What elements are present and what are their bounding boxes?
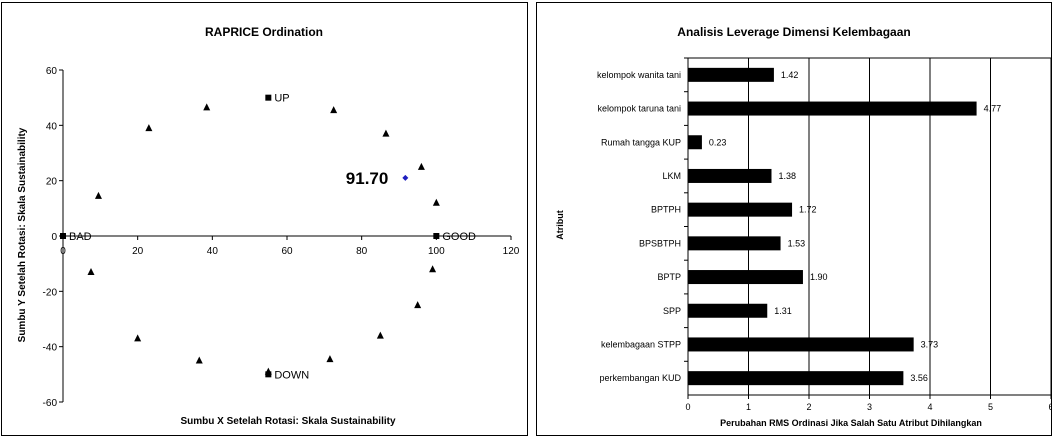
reference-point-good xyxy=(433,233,440,239)
y-tick-label: -60 xyxy=(43,398,58,409)
bar xyxy=(688,168,772,183)
y-axis-label: Sumbu Y Setelah Rotasi: Skala Sustainabi… xyxy=(17,127,28,342)
anchor-point xyxy=(326,355,334,363)
bar xyxy=(688,303,768,318)
value-label: 1.38 xyxy=(778,171,796,181)
value-label: 4.77 xyxy=(984,104,1002,114)
chart-title: RAPRICE Ordination xyxy=(205,25,323,39)
x-tick-label: 0 xyxy=(685,402,690,412)
x-tick-label: 3 xyxy=(867,402,872,412)
y-tick-label: 60 xyxy=(46,66,58,77)
reference-label-bad: BAD xyxy=(69,231,92,243)
anchor-point xyxy=(134,334,142,342)
y-tick-label: -20 xyxy=(43,287,58,298)
x-tick-label: 20 xyxy=(132,246,144,257)
anchor-point xyxy=(376,331,384,339)
x-tick-label: 60 xyxy=(281,246,293,257)
reference-label-good: GOOD xyxy=(442,231,476,243)
x-tick-label: 2 xyxy=(806,402,811,412)
anchor-point xyxy=(330,106,338,114)
reference-label-up: UP xyxy=(274,93,289,105)
x-tick-label: 0 xyxy=(60,246,66,257)
x-tick-label: 1 xyxy=(746,402,751,412)
x-tick-label: 120 xyxy=(503,246,520,257)
bar xyxy=(688,236,781,251)
x-tick-label: 4 xyxy=(927,402,932,412)
bar xyxy=(688,337,914,352)
x-axis-label: Perubahan RMS Ordinasi Jika Salah Satu A… xyxy=(720,418,982,428)
category-label: kelompok taruna tani xyxy=(597,104,681,114)
x-tick-label: 5 xyxy=(988,402,993,412)
anchor-point xyxy=(94,191,102,199)
x-tick-label: 100 xyxy=(428,246,445,257)
bar xyxy=(688,270,803,285)
bar xyxy=(688,371,904,386)
y-tick-label: 0 xyxy=(51,232,57,243)
reference-label-down: DOWN xyxy=(274,369,309,381)
leverage-analysis-panel: Analisis Leverage Dimensi Kelembagaan Pe… xyxy=(536,2,1052,436)
score-label: 91.70 xyxy=(346,169,389,188)
category-label: Rumah tangga KUP xyxy=(601,137,681,147)
reference-point-up xyxy=(265,94,272,101)
value-label: 0.23 xyxy=(709,137,727,147)
raprice-ordination-panel: RAPRICE Ordination Sumbu X Setelah Rotas… xyxy=(1,2,528,436)
category-label: BPTP xyxy=(657,272,681,282)
x-tick-label: 80 xyxy=(356,246,368,257)
leverage-bar-chart: Analisis Leverage Dimensi Kelembagaan Pe… xyxy=(555,25,1051,428)
anchor-point xyxy=(429,265,437,273)
category-label: LKM xyxy=(662,171,681,181)
category-label: BPSBTPH xyxy=(639,238,681,248)
value-label: 1.90 xyxy=(810,272,828,282)
anchor-point xyxy=(195,356,203,364)
reference-point-down xyxy=(265,371,272,378)
anchor-point xyxy=(87,267,95,275)
value-label: 1.53 xyxy=(788,238,806,248)
x-axis-label: Sumbu X Setelah Rotasi: Skala Sustainabi… xyxy=(180,416,395,427)
value-label: 3.56 xyxy=(910,373,928,383)
y-tick-label: 20 xyxy=(46,177,58,188)
category-label: kelembagaan STPP xyxy=(601,339,681,349)
value-label: 3.73 xyxy=(921,339,939,349)
y-tick-label: 40 xyxy=(46,121,58,132)
anchor-point xyxy=(432,198,440,206)
y-tick-label: -40 xyxy=(43,343,58,354)
x-tick-label: 6 xyxy=(1048,402,1051,412)
anchor-point xyxy=(382,129,390,137)
chart-title: Analisis Leverage Dimensi Kelembagaan xyxy=(677,25,910,39)
category-label: kelompok wanita tani xyxy=(597,70,681,80)
ordination-scatter-chart: RAPRICE Ordination Sumbu X Setelah Rotas… xyxy=(17,25,520,427)
bar xyxy=(688,101,977,116)
bar xyxy=(688,202,793,217)
value-label: 1.72 xyxy=(799,205,817,215)
reference-point-bad xyxy=(60,233,66,239)
category-label: BPTPH xyxy=(651,205,681,215)
y-axis-label: Atribut xyxy=(555,210,565,240)
value-label: 1.42 xyxy=(781,70,799,80)
anchor-point xyxy=(417,162,425,170)
bar xyxy=(688,135,702,150)
score-point xyxy=(402,174,409,181)
x-tick-label: 40 xyxy=(207,246,219,257)
category-label: perkembangan KUD xyxy=(599,373,681,383)
anchor-point xyxy=(203,103,211,111)
anchor-point xyxy=(414,301,422,309)
anchor-point xyxy=(145,124,153,132)
category-label: SPP xyxy=(663,306,681,316)
value-label: 1.31 xyxy=(774,306,792,316)
bar xyxy=(688,67,774,82)
